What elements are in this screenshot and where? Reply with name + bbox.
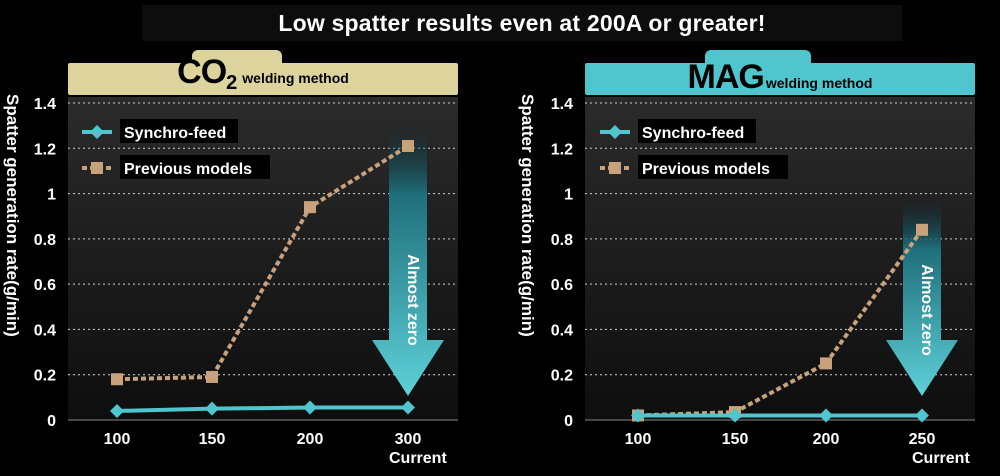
mag-y-tick-label: 0.6 <box>551 277 573 294</box>
mag-legend-previous-bg <box>638 155 788 179</box>
mag-y-tick-label: 0 <box>564 413 573 430</box>
co2-legend-synchro-bg <box>120 119 238 143</box>
co2-previous-point <box>111 373 123 386</box>
mag-previous-point <box>916 223 928 236</box>
mag-previous-point <box>820 357 832 370</box>
co2-legend-synchro-label: Synchro-feed <box>124 125 226 142</box>
mag-synchro-point <box>915 408 929 423</box>
co2-y-tick-label: 0 <box>47 413 56 430</box>
mag-y-tick-label: 1.2 <box>551 141 573 158</box>
mag-synchro-point <box>728 408 742 423</box>
mag-almost-zero-arrow <box>886 200 958 396</box>
mag-y-tick-label: 1 <box>564 187 573 204</box>
mag-x-tick-label: 150 <box>722 431 749 448</box>
mag-legend-synchro-label: Synchro-feed <box>642 125 744 142</box>
mag-legend-synchro-marker <box>608 125 622 139</box>
mag-banner-main: MAG <box>687 58 765 96</box>
co2-x-tick-label: 200 <box>297 431 324 448</box>
co2-almost-zero-label: Almost zero <box>404 254 421 346</box>
co2-series-synchro-line <box>116 405 408 413</box>
mag-legend-synchro-bg <box>638 119 756 143</box>
mag-y-tick-label: 0.2 <box>551 368 573 385</box>
co2-x-axis-label: Current <box>385 448 451 470</box>
mag-x-tick-label: 200 <box>813 431 840 448</box>
mag-y-tick-label: 1.4 <box>551 96 573 113</box>
mag-x-tick-label: 100 <box>625 431 652 448</box>
headline: Low spatter results even at 200A or grea… <box>142 5 902 41</box>
co2-y-tick-label: 0.6 <box>34 277 56 294</box>
mag-x-axis-label: Current <box>908 448 974 470</box>
co2-legend-previous-marker <box>91 162 103 174</box>
co2-banner-subscript: 2 <box>226 72 237 94</box>
co2-banner-main: CO <box>177 53 227 91</box>
mag-synchro-point <box>819 408 833 423</box>
co2-synchro-point <box>303 400 317 415</box>
co2-x-tick-label: 100 <box>104 431 131 448</box>
co2-banner-method: welding method <box>242 70 349 86</box>
mag-banner-method: welding method <box>765 75 873 91</box>
co2-synchro-point <box>401 400 415 415</box>
mag-banner: MAG welding method <box>585 58 975 96</box>
co2-synchro-point <box>205 401 219 416</box>
mag-almost-zero-label: Almost zero <box>918 264 935 356</box>
co2-x-tick-label: 150 <box>199 431 226 448</box>
co2-legend-previous-label: Previous models <box>124 161 252 178</box>
mag-chart: 0 0.2 0.4 0.6 0.8 1 1.2 1.4 100 150 200 250 Almost z… <box>551 96 975 448</box>
co2-legend-previous-bg <box>120 155 270 179</box>
mag-legend-previous-marker <box>609 162 621 174</box>
co2-synchro-point <box>110 403 124 418</box>
mag-legend-previous-label: Previous models <box>642 161 770 178</box>
mag-y-tick-label: 0.8 <box>551 232 573 249</box>
mag-synchro-point <box>631 408 645 423</box>
co2-x-tick-label: 300 <box>395 431 422 448</box>
co2-y-tick-label: 0.8 <box>34 232 56 249</box>
co2-y-tick-label: 0.4 <box>34 322 56 339</box>
co2-previous-point <box>206 370 218 383</box>
co2-previous-point <box>304 201 316 214</box>
co2-chart: 0 0.2 0.4 0.6 0.8 1 1.2 1.4 100 150 200 300 Almost z… <box>34 96 458 448</box>
co2-banner: CO 2 welding method <box>68 55 458 95</box>
mag-y-tick-label: 0.4 <box>551 322 573 339</box>
co2-series-previous-line <box>116 144 410 382</box>
co2-legend-synchro-marker <box>90 125 104 139</box>
co2-almost-zero-arrow <box>372 127 444 396</box>
co2-y-tick-label: 1 <box>47 187 56 204</box>
co2-y-tick-label: 0.2 <box>34 368 56 385</box>
mag-x-tick-label: 250 <box>909 431 936 448</box>
co2-y-tick-label: 1.4 <box>34 96 56 113</box>
co2-previous-point <box>402 140 414 153</box>
co2-y-tick-label: 1.2 <box>34 141 56 158</box>
